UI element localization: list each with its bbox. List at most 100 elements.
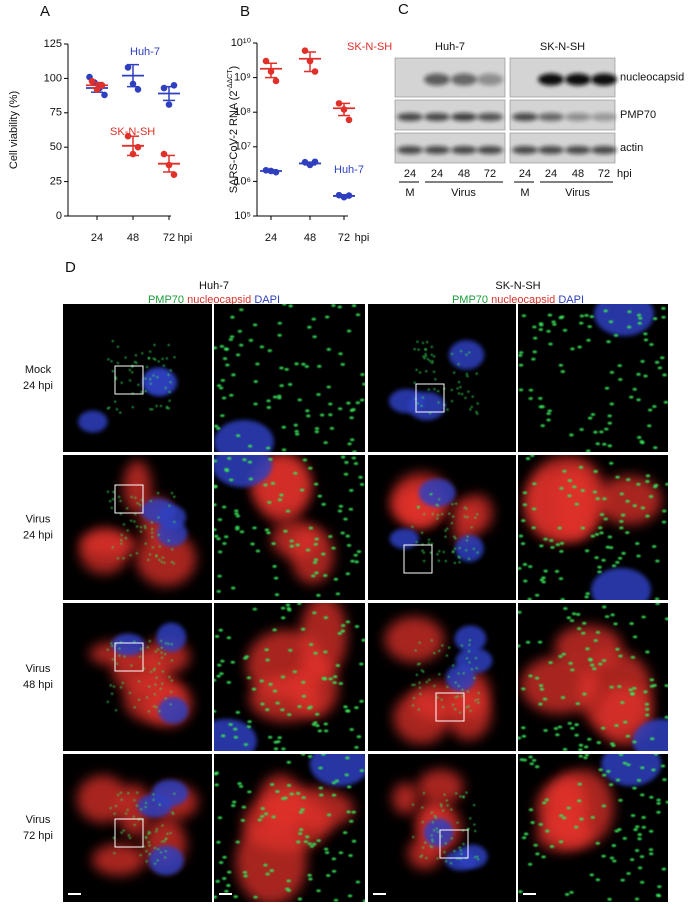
green-puncta bbox=[637, 866, 643, 870]
green-puncta bbox=[460, 852, 463, 855]
green-puncta bbox=[323, 441, 328, 445]
green-puncta bbox=[328, 535, 333, 538]
green-puncta bbox=[630, 655, 636, 659]
green-puncta bbox=[264, 648, 269, 652]
green-puncta bbox=[547, 313, 553, 317]
green-puncta bbox=[274, 593, 280, 597]
green-puncta bbox=[111, 546, 114, 549]
green-puncta bbox=[618, 378, 623, 381]
green-puncta bbox=[620, 701, 625, 704]
replicate-dot bbox=[134, 86, 142, 93]
green-puncta bbox=[477, 858, 480, 861]
green-puncta bbox=[346, 810, 351, 814]
green-puncta bbox=[589, 873, 594, 877]
green-puncta bbox=[606, 340, 611, 344]
green-puncta bbox=[224, 889, 229, 893]
green-puncta bbox=[542, 801, 547, 805]
green-puncta bbox=[247, 720, 252, 724]
green-puncta bbox=[221, 505, 227, 509]
green-puncta bbox=[173, 792, 176, 795]
green-puncta bbox=[477, 692, 480, 695]
green-puncta bbox=[349, 728, 354, 731]
green-puncta bbox=[518, 351, 524, 355]
green-puncta bbox=[531, 507, 537, 511]
green-puncta bbox=[462, 795, 465, 798]
green-puncta bbox=[160, 651, 163, 654]
green-puncta bbox=[144, 806, 147, 809]
green-puncta bbox=[346, 709, 351, 713]
green-puncta bbox=[265, 446, 271, 450]
green-puncta bbox=[219, 345, 225, 348]
green-puncta bbox=[126, 529, 129, 532]
green-puncta bbox=[255, 549, 261, 553]
green-puncta bbox=[657, 366, 663, 370]
green-puncta bbox=[446, 408, 449, 411]
row-label: Mock bbox=[25, 364, 52, 376]
green-puncta bbox=[474, 856, 477, 859]
replicate-dot bbox=[272, 77, 280, 85]
green-puncta bbox=[541, 576, 546, 580]
green-puncta bbox=[569, 433, 574, 437]
green-puncta bbox=[465, 539, 468, 542]
green-puncta bbox=[518, 363, 524, 367]
green-puncta bbox=[415, 368, 418, 371]
green-puncta bbox=[634, 849, 640, 852]
green-puncta bbox=[148, 844, 151, 847]
green-puncta bbox=[281, 425, 287, 429]
green-puncta bbox=[585, 592, 590, 596]
green-puncta bbox=[173, 520, 176, 523]
green-puncta bbox=[139, 648, 142, 651]
green-puncta bbox=[168, 504, 171, 507]
nucleus bbox=[445, 664, 476, 692]
green-puncta bbox=[466, 375, 469, 378]
green-puncta bbox=[285, 509, 291, 513]
green-puncta bbox=[351, 408, 356, 411]
green-puncta bbox=[465, 353, 468, 356]
green-puncta bbox=[457, 363, 460, 366]
green-puncta bbox=[558, 840, 564, 844]
green-puncta bbox=[570, 726, 575, 730]
green-puncta bbox=[109, 807, 112, 810]
green-puncta bbox=[314, 427, 320, 430]
green-puncta bbox=[231, 804, 236, 807]
green-puncta bbox=[344, 773, 349, 777]
green-puncta bbox=[239, 308, 244, 312]
green-puncta bbox=[115, 709, 118, 712]
green-puncta bbox=[307, 873, 312, 877]
green-puncta bbox=[255, 362, 260, 366]
green-puncta bbox=[422, 355, 425, 358]
green-puncta bbox=[275, 790, 280, 793]
green-puncta bbox=[167, 373, 170, 376]
green-puncta bbox=[590, 663, 595, 667]
green-puncta bbox=[413, 381, 416, 384]
green-puncta bbox=[144, 390, 147, 393]
green-puncta bbox=[126, 507, 129, 510]
green-puncta bbox=[106, 490, 109, 493]
green-puncta bbox=[411, 525, 414, 528]
error-bar bbox=[338, 102, 350, 117]
green-puncta bbox=[594, 533, 600, 536]
green-puncta bbox=[106, 700, 109, 703]
green-puncta bbox=[640, 766, 645, 770]
green-puncta bbox=[323, 574, 328, 577]
green-puncta bbox=[133, 706, 136, 709]
green-puncta bbox=[559, 487, 564, 490]
blot-band bbox=[565, 146, 591, 154]
green-puncta bbox=[563, 607, 568, 610]
green-puncta bbox=[351, 839, 357, 843]
green-puncta bbox=[611, 744, 616, 747]
green-puncta bbox=[157, 648, 160, 651]
blot-band bbox=[424, 146, 450, 154]
green-puncta bbox=[647, 408, 653, 412]
green-puncta bbox=[540, 424, 545, 428]
green-puncta bbox=[471, 395, 474, 398]
green-puncta bbox=[286, 760, 292, 764]
green-puncta bbox=[160, 639, 163, 642]
green-puncta bbox=[430, 639, 433, 642]
green-puncta bbox=[297, 603, 302, 605]
green-puncta bbox=[314, 537, 319, 541]
green-puncta bbox=[216, 384, 222, 388]
green-puncta bbox=[307, 842, 312, 846]
green-puncta bbox=[111, 692, 114, 695]
green-puncta bbox=[627, 310, 632, 314]
